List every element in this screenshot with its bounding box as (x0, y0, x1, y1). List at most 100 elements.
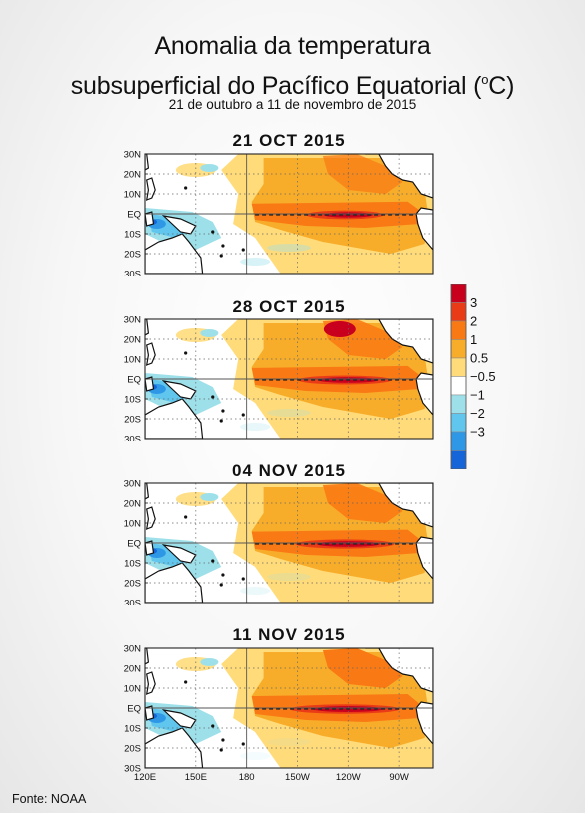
landmass-south-america (415, 536, 433, 580)
island-dot (219, 748, 223, 752)
landmass-south-america (415, 207, 433, 251)
legend-swatch (450, 320, 467, 340)
legend-swatch (450, 357, 467, 377)
lat-tick-label: 30N (124, 150, 142, 161)
anomaly-map-2: 30N 20N 10N EQ 10S 20S 30S (124, 315, 434, 441)
island-dot (221, 244, 225, 248)
island-dot (211, 724, 215, 728)
source-credit: Fonte: NOAA (12, 792, 87, 806)
island-dot (219, 419, 223, 423)
legend-label: 1 (470, 332, 477, 347)
landmass-sulawesi (145, 211, 155, 227)
legend-swatch (450, 302, 467, 322)
lat-tick-label: EQ (127, 375, 141, 386)
lat-tick-label: 10N (124, 190, 142, 201)
landmass-philippines (145, 671, 156, 695)
island-dot (211, 395, 215, 399)
landmass-south-america (415, 701, 433, 745)
lat-tick-label: 30S (124, 270, 141, 277)
legend-label: −1 (470, 388, 485, 403)
landmass-philippines (145, 342, 156, 366)
landmass-sulawesi (145, 705, 155, 721)
lat-tick-label: 10N (124, 684, 142, 695)
lat-tick-label: 20S (124, 250, 141, 261)
legend-swatch (450, 431, 467, 451)
lon-tick-label: 120E (134, 772, 156, 783)
landmass-australia (145, 233, 204, 274)
landmass-central-america (365, 319, 433, 364)
legend-swatch (450, 394, 467, 414)
landmass-australia (145, 398, 204, 439)
lat-tick-label: EQ (127, 210, 141, 221)
island-dot (221, 738, 225, 742)
landmass-sulawesi (145, 376, 155, 392)
lat-tick-label: 30S (124, 599, 141, 606)
lat-tick-label: 20S (124, 415, 141, 426)
island-dot (221, 573, 225, 577)
island-dot (184, 680, 188, 684)
island-dot (241, 742, 245, 746)
lat-tick-label: 20N (124, 335, 142, 346)
island-dot (241, 413, 245, 417)
legend-swatch (450, 376, 467, 396)
map-title-2: 28 OCT 2015 (232, 297, 346, 316)
landmass-philippines (145, 506, 156, 530)
lat-tick-label: 20N (124, 664, 142, 675)
lat-tick-label: 30N (124, 644, 142, 655)
island-dot (241, 577, 245, 581)
lat-tick-label: EQ (127, 704, 141, 715)
lon-tick-label: 150W (285, 772, 310, 783)
island-dot (219, 583, 223, 587)
anomaly-region-neg0.5 (240, 587, 271, 595)
landmass-central-america (365, 648, 433, 693)
lat-tick-label: 20N (124, 170, 142, 181)
anomaly-region-neg0.5 (240, 752, 271, 760)
anomaly-region-neg0.5 (200, 658, 219, 666)
legend-label: −2 (470, 406, 485, 421)
lat-tick-label: 10S (124, 395, 141, 406)
title-line-1: Anomalia da temperatura (154, 32, 431, 60)
lat-tick-label: 20N (124, 499, 142, 510)
lat-tick-label: 10N (124, 519, 142, 530)
anomaly-region-neg0.5 (267, 738, 311, 746)
lat-tick-label: 30S (124, 764, 141, 775)
anomaly-region-neg0.5 (200, 164, 219, 172)
lon-tick-label: 180 (239, 772, 255, 783)
legend-frame (450, 284, 467, 469)
landmass-australia (145, 727, 204, 768)
landmass-asia (145, 483, 150, 500)
map-title-1: 21 OCT 2015 (232, 131, 346, 150)
lon-tick-label: 90W (389, 772, 409, 783)
lat-tick-label: 10S (124, 230, 141, 241)
anomaly-region-neg0.5 (240, 258, 271, 266)
legend-label: 2 (470, 314, 477, 329)
color-legend: 3 2 1 0.5 −0.5 −1 −2 −3 (450, 284, 496, 469)
lat-tick-label: 10S (124, 724, 141, 735)
legend-label: −3 (470, 425, 485, 440)
anomaly-region-2 (322, 648, 403, 688)
landmass-south-america (415, 372, 433, 416)
anomaly-map-3: 30N 20N 10N EQ 10S 20S 30S (124, 479, 434, 606)
island-dot (219, 254, 223, 258)
anomaly-region-neg0.5 (240, 423, 271, 431)
anomaly-region-neg0.5 (267, 573, 311, 581)
anomaly-region-neg0.5 (267, 409, 311, 417)
legend-swatch (450, 339, 467, 359)
legend-swatch (450, 450, 467, 469)
landmass-sulawesi (145, 540, 155, 556)
legend-label: 3 (470, 295, 477, 310)
legend-label: −0.5 (470, 369, 496, 384)
landmass-central-america (365, 483, 433, 528)
lat-tick-label: 30N (124, 315, 142, 326)
anomaly-region-neg0.5 (200, 493, 219, 501)
anomaly-region-3 (323, 321, 356, 337)
legend-swatch (450, 413, 467, 433)
island-dot (184, 186, 188, 190)
lat-tick-label: 10N (124, 355, 142, 366)
landmass-asia (145, 648, 150, 665)
landmass-central-america (365, 154, 433, 199)
anomaly-region-neg0.5 (200, 329, 219, 337)
map-title-4: 11 NOV 2015 (232, 625, 346, 644)
title-line-2: subsuperficial do Pacífico Equatorial (o… (70, 72, 515, 100)
